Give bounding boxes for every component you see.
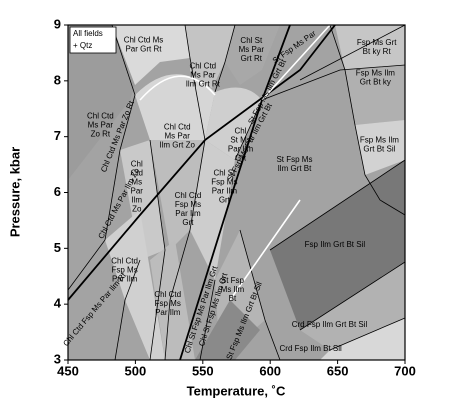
y-tick-label: 3 <box>54 351 61 366</box>
field-label-line: Ilm Grt Rt <box>186 79 221 88</box>
phase-boundaries <box>67 24 406 361</box>
field-label-line: Zo Rt <box>91 130 111 139</box>
y-tick-label: 9 <box>54 16 61 31</box>
field-label-line: Crd Fsp Ilm Grt Bt Sil <box>292 320 368 329</box>
x-tick-label: 450 <box>57 363 79 378</box>
field-label-line: Chl <box>235 127 247 136</box>
field-label: Chl Ctd Ms Par Zo Rt <box>87 112 114 139</box>
field-label-line: Ms Par <box>239 45 265 54</box>
field-shading <box>68 25 405 360</box>
field-label-line: Ms Ilm <box>221 285 245 294</box>
legend-note-line: All fields <box>73 29 103 38</box>
field-label-line: Grt <box>235 154 247 163</box>
field-label: Chl St Ms Par Ilm Grt <box>228 127 254 163</box>
field-label: Crd Fsp Ilm Bt Sil <box>280 344 342 353</box>
field-label-line: Crd Fsp Ilm Bt Sil <box>280 344 342 353</box>
field-label-line: Fsp Ilm Grt Bt Sil <box>305 240 366 249</box>
field-label-line: Zo <box>132 205 142 214</box>
field-label-line: Par Ilm <box>155 308 181 317</box>
field-label-line: St Fsp Ms <box>276 155 312 164</box>
field-label-line: Par <box>131 187 144 196</box>
field-label-line: Bt ky Rt <box>363 47 392 56</box>
field-label: Chl Ctd Ms Par Ilm Zo <box>131 160 144 214</box>
field-label-line: Fsp Ms <box>111 266 137 275</box>
legend-note-line: + Qtz <box>73 41 92 50</box>
field-label-line: Grt <box>219 196 231 205</box>
field-label-line: Grt <box>182 218 194 227</box>
field-label: Chl Ctd Ms Par Grt Rt <box>124 36 164 54</box>
field-label-line: Grt Bt ky <box>360 78 391 87</box>
x-tick-label: 650 <box>327 363 349 378</box>
field-label-line: Grt Rt <box>241 54 263 63</box>
x-tick-label: 550 <box>192 363 214 378</box>
field-label-line: Ms <box>131 178 142 187</box>
field-label: Chl Ctd Ms Par Ilm Grt Rt <box>186 61 221 88</box>
field-label-line: Fsp Ms <box>211 178 237 187</box>
field-label-line: Par Ilm <box>112 275 138 284</box>
field-label: Chl Ctd Ms Par Ilm Grt Zo <box>159 123 195 150</box>
x-tick-label: 500 <box>125 363 147 378</box>
field-label-line: Chl Ctd <box>87 112 114 121</box>
field-label-line: Ms Par <box>88 121 114 130</box>
y-tick-label: 6 <box>54 184 61 199</box>
field-label-line: Chl St <box>213 169 236 178</box>
field-label: Chl Ctd Fsp Ms Par Ilm <box>154 290 181 317</box>
field-label: Chl Ctd Fsp Ms Par Ilm <box>111 257 138 284</box>
field-label-line: Ms Par <box>165 132 191 141</box>
field-label-line: Bt <box>229 294 237 303</box>
field-label-line: St Ms <box>230 136 250 145</box>
field-label-line: Chl Ctd <box>111 257 138 266</box>
field-label-line: Chl Ctd <box>175 191 202 200</box>
field-label-line: Fsp Ms Ilm <box>360 136 399 145</box>
field-label: St Fsp Ms Ilm Bt <box>221 276 245 303</box>
field-label: Fsp Ilm Grt Bt Sil <box>305 240 366 249</box>
field-label-line: Par Ilm <box>175 209 201 218</box>
field-label: Fsp Ms Ilm Grt Bt ky <box>356 69 395 87</box>
field-label: Chl St Ms Par Grt Rt <box>239 36 265 63</box>
x-tick-label: 700 <box>394 363 416 378</box>
field-label-line: Fsp Ms <box>175 200 201 209</box>
y-tick-label: 8 <box>54 72 61 87</box>
y-tick-label: 7 <box>54 128 61 143</box>
x-tick-label: 600 <box>259 363 281 378</box>
field-label-line: Ctd <box>131 169 143 178</box>
field-label-line: St Fsp <box>221 276 245 285</box>
field-label: Fsp Ms Ilm Grt Bt Sil <box>360 136 399 154</box>
field-label-line: Chl Ctd <box>164 123 191 132</box>
y-tick-label: 5 <box>54 240 61 255</box>
field-label-line: Fsp Ms Grt <box>357 38 397 47</box>
field-label-line: Ms Par <box>190 70 216 79</box>
field-label-line: Chl Ctd Ms <box>124 36 164 45</box>
field-label-line: Chl St <box>240 36 263 45</box>
field-label-line: Ilm Grt Bt <box>278 164 313 173</box>
field-label-line: Fsp Ms <box>155 299 181 308</box>
field-label-line: Chl Ctd <box>154 290 181 299</box>
y-tick-label: 4 <box>54 296 62 311</box>
field-label-line: Fsp Ms Ilm <box>356 69 395 78</box>
y-axis-title: Pressure, kbar <box>7 147 22 237</box>
field-label-line: Chl <box>131 160 143 169</box>
field-label-line: Par Grt Rt <box>125 45 162 54</box>
field-label: St Fsp Ms Ilm Grt Bt <box>276 155 312 173</box>
field-label: Chl St Fsp Ms Par Ilm Grt <box>211 169 237 205</box>
field-label-line: Par Ilm <box>228 145 254 154</box>
field-label-line: Chl Ctd <box>189 61 216 70</box>
field-label-line: Par Ilm <box>212 187 238 196</box>
field-label: Chl Ctd Fsp Ms Par Ilm Grt <box>175 191 202 227</box>
field-label-line: Grt Bt Sil <box>363 145 395 154</box>
field-label: Fsp Ms Grt Bt ky Rt <box>357 38 397 56</box>
legend-note: All fields + Qtz <box>69 26 117 54</box>
field-label-line: Ilm Grt Zo <box>159 141 195 150</box>
field-label: Crd Fsp Ilm Grt Bt Sil <box>292 320 368 329</box>
field-label-line: Ilm <box>131 196 142 205</box>
x-axis-title: Temperature, ˚C <box>187 383 286 398</box>
